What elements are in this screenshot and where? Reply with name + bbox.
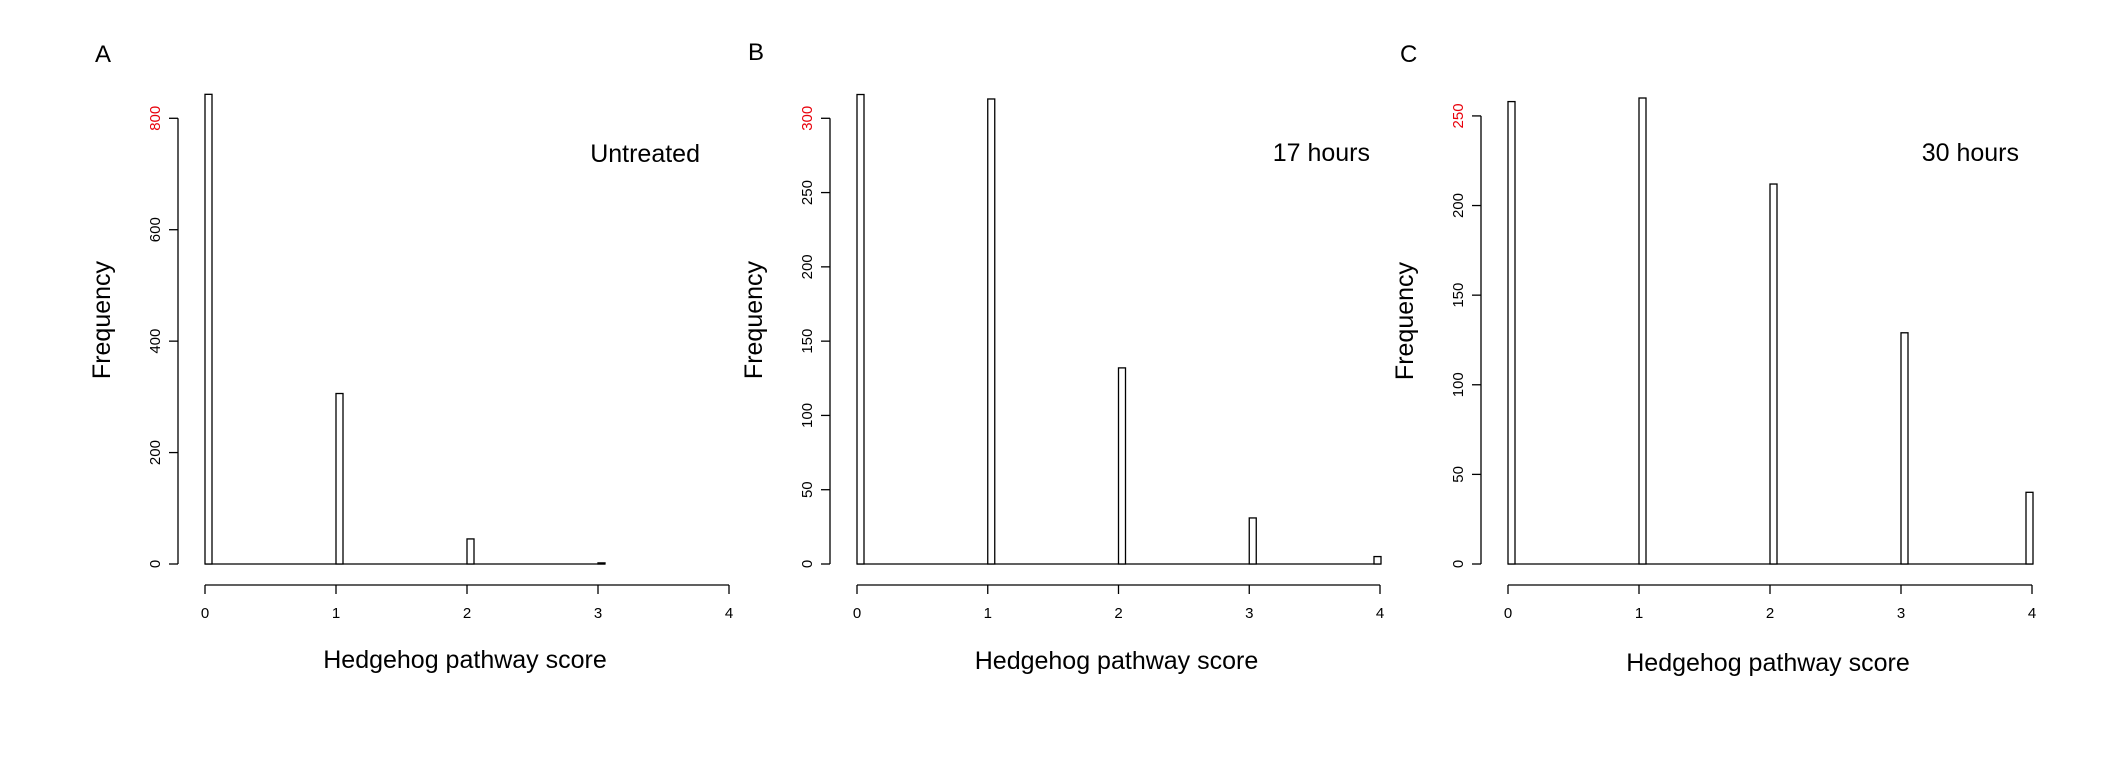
histogram-bar (335, 392, 344, 565)
histogram-bar (1248, 517, 1257, 565)
histogram-bar (2025, 491, 2034, 565)
y-tick-label: 300 (799, 106, 816, 131)
panel-c: C 30 hours 0 50 100 150 200 250 Frequency 0 1 2 3 4 He… (1391, 41, 2036, 677)
histogram-bar (597, 562, 606, 565)
histogram-bar (1117, 367, 1127, 565)
x-tick-label: 4 (1376, 605, 1384, 622)
histogram-bar (204, 93, 213, 565)
panel-annotation: 17 hours (1273, 139, 1370, 167)
x-tick-label: 4 (725, 605, 733, 622)
y-tick-label: 400 (147, 329, 164, 354)
x-tick-label: 2 (1766, 605, 1774, 622)
y-tick-label: 0 (1450, 560, 1467, 568)
y-tick-label: 200 (1450, 193, 1467, 218)
y-tick-label: 200 (147, 440, 164, 465)
y-tick-label: 50 (1450, 466, 1467, 483)
histogram-bar (856, 93, 865, 565)
x-tick-label: 1 (332, 605, 340, 622)
y-tick-label: 150 (1450, 283, 1467, 308)
histogram-bar (1373, 555, 1382, 565)
y-tick-label: 0 (147, 560, 164, 568)
x-tick-label: 3 (1245, 605, 1253, 622)
panel-letter: B (748, 39, 764, 66)
x-tick-label: 4 (2028, 605, 2036, 622)
x-tick-label: 3 (1897, 605, 1905, 622)
histogram-bar (466, 538, 475, 565)
x-tick-label: 1 (1635, 605, 1643, 622)
x-tick-label: 0 (201, 605, 209, 622)
y-tick-label: 100 (799, 403, 816, 428)
panel-b: B 17 hours 0 50 100 150 200 250 300 Frequency 0 1 2 3… (740, 39, 1384, 675)
x-axis-title: Hedgehog pathway score (1626, 649, 1910, 677)
y-tick-label: 100 (1450, 372, 1467, 397)
panel-a: A Untreated 0 200 400 600 800 Frequency 0 1 2 3 4 Hed… (88, 41, 733, 674)
panel-annotation: Untreated (590, 140, 700, 168)
panel-annotation: 30 hours (1922, 139, 2019, 167)
y-axis-title: Frequency (88, 260, 116, 379)
y-tick-label: 50 (799, 481, 816, 498)
y-tick-label: 250 (1450, 103, 1467, 128)
histogram-bar (987, 98, 996, 565)
y-axis-title: Frequency (1391, 261, 1419, 380)
histogram-bar (1769, 183, 1778, 565)
x-tick-label: 0 (853, 605, 861, 622)
x-tick-label: 1 (984, 605, 992, 622)
x-tick-label: 2 (463, 605, 471, 622)
x-tick-label: 0 (1504, 605, 1512, 622)
y-tick-label: 150 (799, 329, 816, 354)
y-axis-title: Frequency (740, 260, 768, 379)
y-tick-label: 250 (799, 180, 816, 205)
panel-letter: A (95, 41, 111, 68)
x-axis-title: Hedgehog pathway score (975, 647, 1259, 675)
y-tick-label: 0 (799, 560, 816, 568)
histogram-bar (1638, 97, 1647, 565)
y-tick-label: 600 (147, 217, 164, 242)
x-tick-label: 3 (594, 605, 602, 622)
histogram-bar (1900, 332, 1909, 565)
histogram-bar (1507, 100, 1516, 565)
x-axis-title: Hedgehog pathway score (323, 646, 607, 674)
panel-letter: C (1400, 41, 1417, 68)
y-tick-label: 800 (147, 106, 164, 131)
y-tick-label: 200 (799, 254, 816, 279)
x-tick-label: 2 (1114, 605, 1122, 622)
